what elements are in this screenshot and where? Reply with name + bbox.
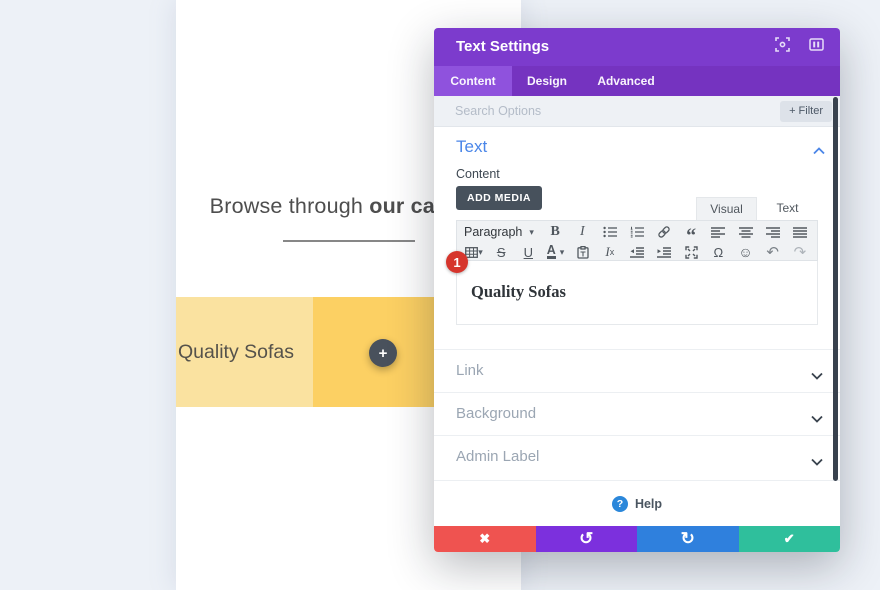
tab-design[interactable]: Design [526, 74, 567, 88]
check-icon: ✔ [783, 531, 795, 546]
page-heading-regular: Browse through [209, 194, 370, 218]
chevron-up-icon [813, 142, 825, 160]
section-toggle-admin-label[interactable]: Admin Label [434, 435, 840, 478]
justify-button[interactable] [790, 223, 810, 241]
table-button[interactable]: ▾ [464, 243, 484, 261]
align-left-button[interactable] [708, 223, 728, 241]
outdent-button[interactable] [627, 243, 647, 261]
help-link[interactable]: ? Help [434, 480, 840, 526]
tab-content[interactable]: Content [434, 66, 512, 96]
section-toggle-text[interactable]: Text [456, 137, 488, 156]
bullet-list-button[interactable] [600, 223, 620, 241]
focus-icon[interactable] [775, 37, 790, 57]
caret-down-icon: ▾ [559, 246, 565, 257]
text-color-button[interactable]: A ▾ [546, 243, 565, 259]
paste-as-text-button[interactable] [573, 243, 593, 261]
chevron-down-icon [811, 453, 823, 471]
filter-button[interactable]: + Filter [780, 101, 832, 122]
chevron-down-icon [811, 367, 823, 385]
align-right-button[interactable] [763, 223, 783, 241]
module-order-badge: 1 [446, 251, 468, 273]
fullscreen-button[interactable] [681, 243, 701, 261]
blockquote-button[interactable]: “ [686, 225, 697, 247]
tab-advanced[interactable]: Advanced [597, 74, 655, 88]
special-character-button[interactable]: Ω [713, 244, 724, 260]
search-input[interactable] [455, 96, 695, 126]
modal-scrollbar[interactable] [833, 97, 838, 481]
redo-icon: ↻ [680, 529, 695, 548]
plus-icon: + [378, 344, 388, 362]
modal-tab-bar: Content Design Advanced [434, 66, 840, 96]
editor-tab-visual[interactable]: Visual [696, 197, 757, 220]
undo-button[interactable]: ↶ [766, 244, 779, 261]
save-button[interactable]: ✔ [738, 526, 840, 552]
search-bar: + Filter [434, 96, 840, 127]
section-toggle-background[interactable]: Background [434, 392, 840, 435]
strikethrough-button[interactable]: S [496, 244, 506, 260]
section-toggle-link[interactable]: Link [434, 349, 840, 392]
add-module-button[interactable]: + [369, 339, 397, 367]
paragraph-dropdown[interactable]: Paragraph ▾ [464, 225, 534, 239]
undo-icon: ↺ [579, 529, 594, 548]
editor-text[interactable]: Quality Sofas [471, 282, 566, 301]
section-divider [283, 240, 415, 242]
bold-button[interactable]: B [550, 224, 560, 239]
numbered-list-button[interactable] [627, 223, 647, 241]
editor-toolbar: Paragraph ▾ B I [456, 220, 818, 261]
editor-tab-text[interactable]: Text [757, 197, 818, 220]
redo-footer-button[interactable]: ↻ [637, 526, 739, 552]
underline-button[interactable]: U [523, 244, 533, 260]
undo-footer-button[interactable]: ↺ [535, 526, 637, 552]
indent-button[interactable] [654, 243, 674, 261]
caret-down-icon: ▾ [478, 246, 483, 257]
link-icon[interactable] [654, 223, 674, 241]
close-icon: ✖ [479, 531, 491, 546]
align-center-button[interactable] [736, 223, 756, 241]
editor-area[interactable]: Quality Sofas [456, 261, 818, 325]
italic-button[interactable]: I [579, 224, 585, 239]
dock-columns-icon[interactable] [809, 38, 824, 56]
content-field-label: Content [456, 167, 500, 181]
emoji-button[interactable]: ☺ [738, 244, 753, 260]
help-icon: ? [611, 495, 628, 512]
discard-button[interactable]: ✖ [434, 526, 536, 552]
modal-footer: ✖ ↺ ↻ ✔ [434, 526, 840, 552]
text-module[interactable]: Quality Sofas [178, 340, 294, 363]
add-media-button[interactable]: ADD MEDIA [456, 186, 542, 210]
modal-title: Text Settings [456, 38, 550, 55]
modal-header[interactable]: Text Settings [434, 28, 840, 66]
redo-button[interactable]: ↷ [793, 244, 807, 261]
chevron-down-icon [811, 410, 823, 428]
text-settings-modal: Text Settings Content Design Advanced [434, 28, 840, 552]
text-module-background[interactable] [176, 297, 313, 407]
caret-down-icon: ▾ [529, 226, 534, 237]
